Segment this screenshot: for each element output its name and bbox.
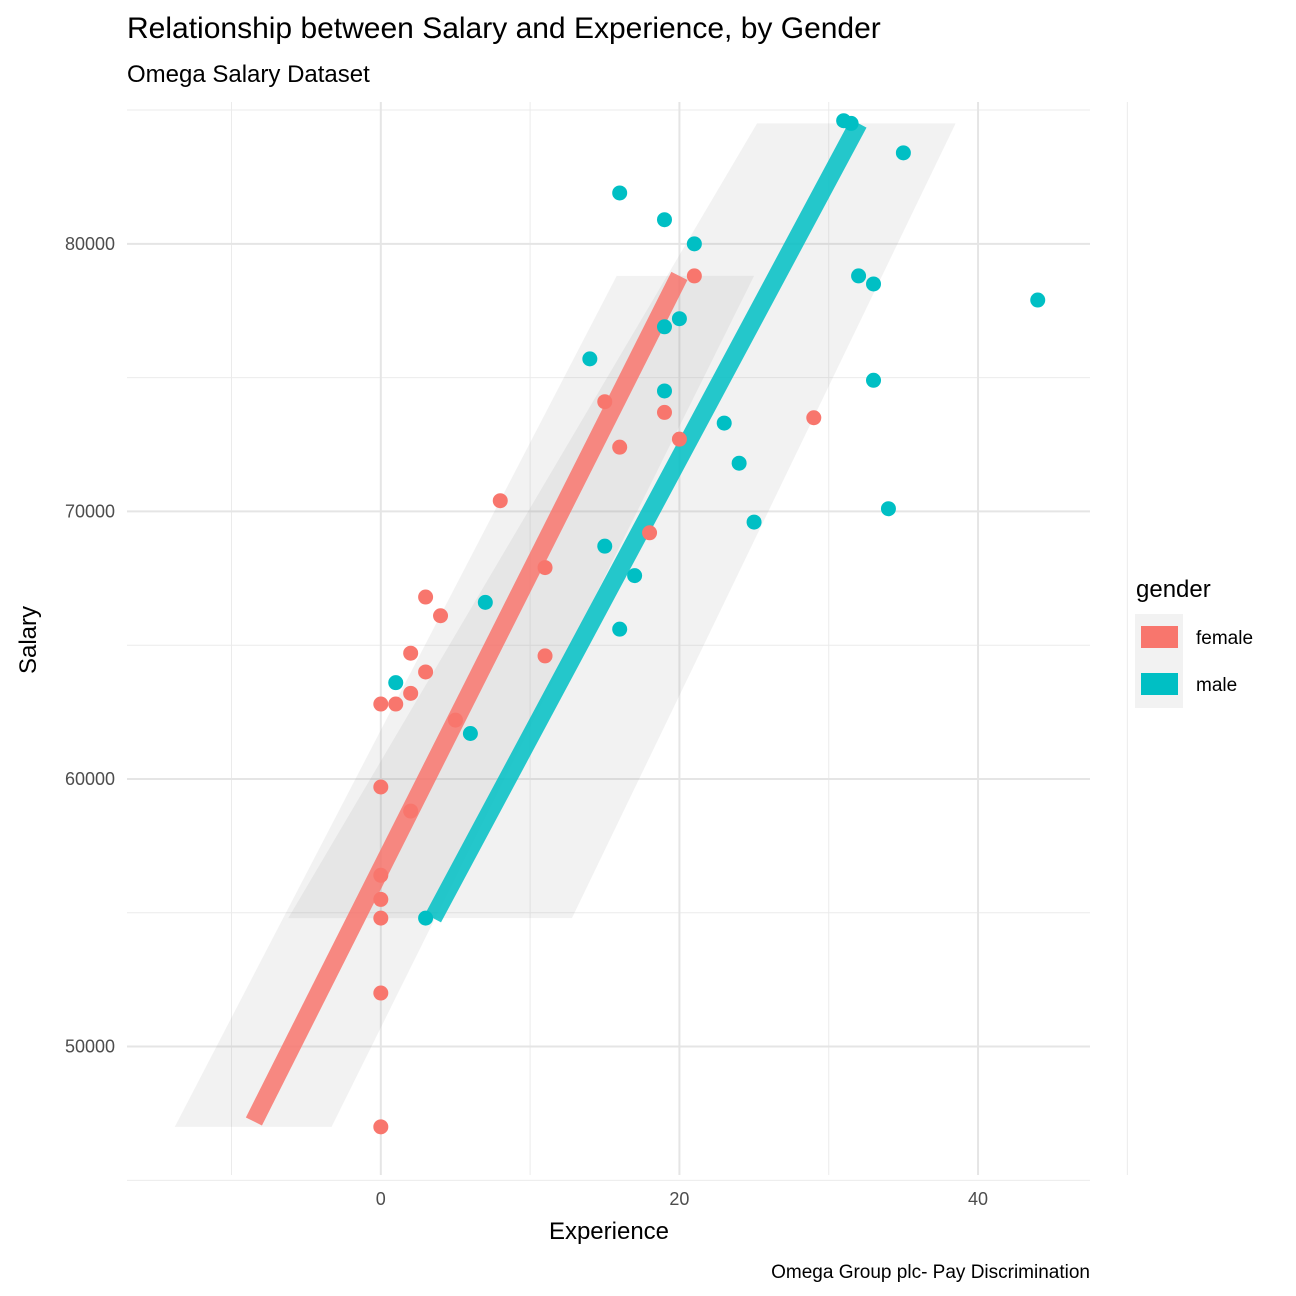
data-points bbox=[373, 113, 1046, 1135]
data-point-female bbox=[806, 410, 822, 426]
y-tick-label: 60000 bbox=[65, 769, 115, 789]
data-point-female bbox=[373, 779, 389, 795]
data-point-female bbox=[373, 1119, 389, 1135]
confidence-ribbons bbox=[174, 123, 956, 1127]
data-point-female bbox=[373, 696, 389, 712]
data-point-female bbox=[418, 589, 434, 605]
data-point-male bbox=[582, 351, 598, 367]
data-point-male bbox=[627, 568, 643, 584]
data-point-female bbox=[373, 985, 389, 1001]
chart-subtitle: Omega Salary Dataset bbox=[127, 61, 370, 88]
data-point-male bbox=[895, 145, 911, 161]
data-point-male bbox=[731, 455, 747, 471]
y-axis-title: Salary bbox=[15, 606, 42, 674]
legend: gender female male bbox=[1135, 576, 1253, 708]
tick-labels: 0 20 40 50000 60000 70000 80000 bbox=[65, 234, 988, 1209]
data-point-male bbox=[671, 311, 687, 327]
fit-lines bbox=[245, 119, 867, 1126]
data-point-male bbox=[612, 185, 628, 201]
data-point-male bbox=[843, 115, 859, 131]
data-point-female bbox=[671, 431, 687, 447]
data-point-female bbox=[537, 560, 553, 576]
chart-caption: Omega Group plc- Pay Discrimination bbox=[771, 1262, 1090, 1283]
x-tick-label: 40 bbox=[968, 1189, 988, 1209]
data-point-female bbox=[597, 394, 613, 410]
data-point-female bbox=[492, 493, 508, 509]
data-point-male bbox=[388, 675, 404, 691]
data-point-male bbox=[880, 501, 896, 517]
data-point-female bbox=[403, 685, 419, 701]
data-point-male bbox=[597, 538, 613, 554]
data-point-female bbox=[656, 404, 672, 420]
data-point-male bbox=[866, 372, 882, 388]
legend-key-male bbox=[1141, 673, 1178, 695]
y-tick-label: 50000 bbox=[65, 1037, 115, 1057]
data-point-female bbox=[373, 867, 389, 883]
legend-title: gender bbox=[1136, 576, 1211, 603]
data-point-female bbox=[447, 712, 463, 728]
data-point-male bbox=[462, 725, 478, 741]
data-point-male bbox=[418, 910, 434, 926]
chart-title: Relationship between Salary and Experien… bbox=[127, 12, 881, 45]
data-point-male bbox=[866, 276, 882, 292]
data-point-female bbox=[642, 525, 658, 541]
data-point-female bbox=[373, 891, 389, 907]
legend-label-male: male bbox=[1196, 675, 1237, 696]
y-tick-label: 70000 bbox=[65, 501, 115, 521]
data-point-female bbox=[388, 696, 404, 712]
legend-label-female: female bbox=[1196, 628, 1253, 649]
data-point-male bbox=[686, 236, 702, 252]
data-point-female bbox=[537, 648, 553, 664]
data-point-female bbox=[373, 910, 389, 926]
x-tick-label: 0 bbox=[376, 1189, 386, 1209]
data-point-female bbox=[433, 608, 449, 624]
data-point-male bbox=[851, 268, 867, 284]
data-point-male bbox=[477, 594, 493, 610]
data-point-female bbox=[418, 664, 434, 680]
data-point-female bbox=[403, 645, 419, 661]
data-point-female bbox=[612, 439, 628, 455]
y-tick-label: 80000 bbox=[65, 234, 115, 254]
data-point-male bbox=[746, 514, 762, 530]
data-point-female bbox=[403, 803, 419, 819]
data-point-male bbox=[656, 383, 672, 399]
legend-key-female bbox=[1141, 626, 1178, 648]
data-point-male bbox=[612, 621, 628, 637]
legend-items: female male bbox=[1141, 626, 1253, 696]
data-point-male bbox=[656, 319, 672, 335]
fit-line-female bbox=[245, 271, 688, 1126]
data-point-female bbox=[686, 268, 702, 284]
x-tick-label: 20 bbox=[669, 1189, 689, 1209]
data-point-male bbox=[656, 212, 672, 228]
data-point-male bbox=[716, 415, 732, 431]
fit-line-male bbox=[425, 119, 867, 923]
data-point-male bbox=[1030, 292, 1046, 308]
confidence-ribbon-male bbox=[288, 123, 956, 919]
x-axis-title: Experience bbox=[549, 1218, 669, 1245]
